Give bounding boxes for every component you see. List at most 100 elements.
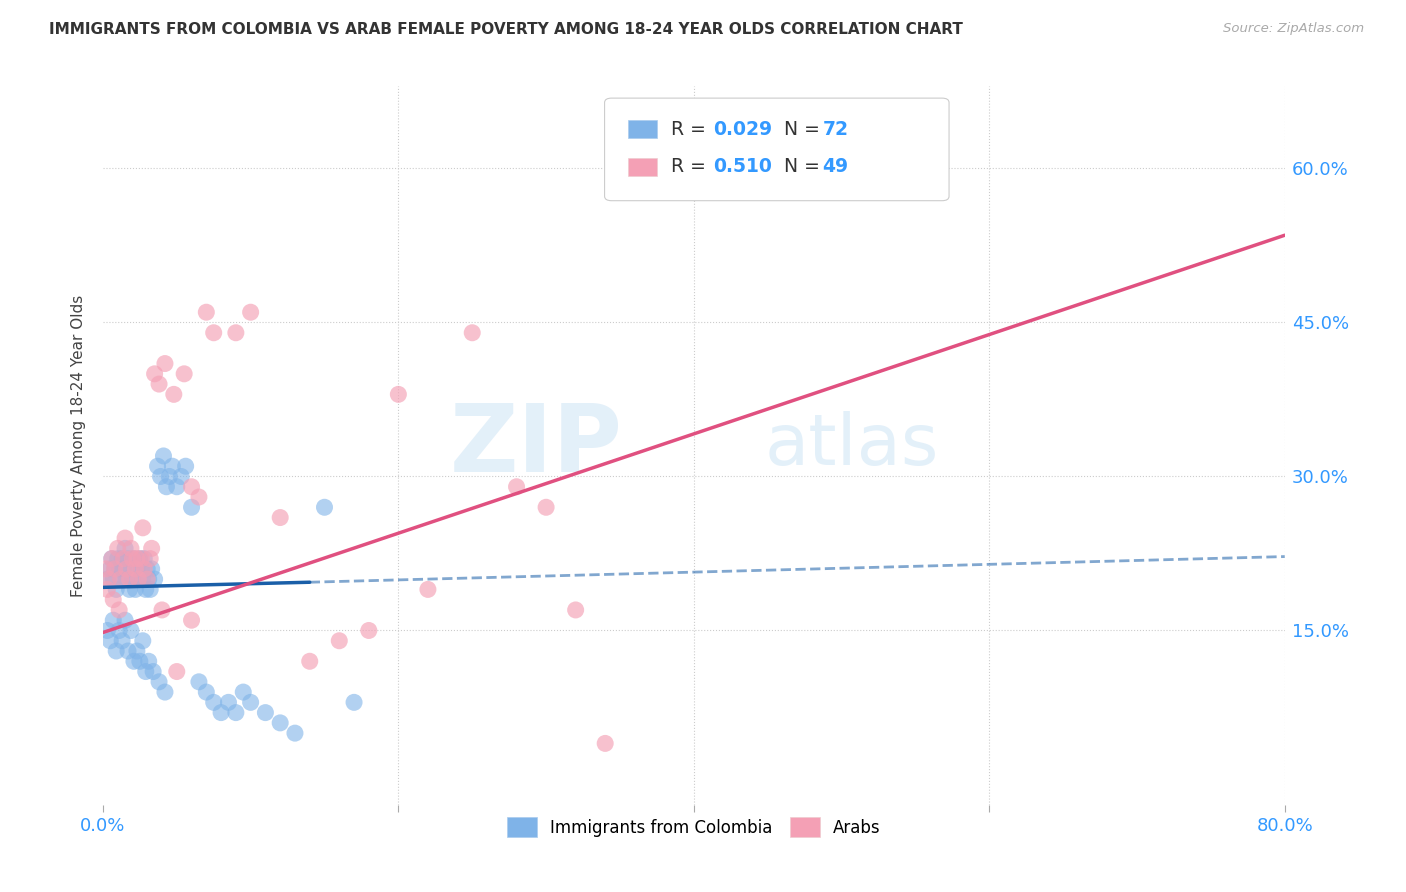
- Point: [121, 551, 143, 566]
- Point: [139, 551, 162, 566]
- Point: [153, 357, 176, 371]
- Point: [269, 510, 291, 524]
- Point: [107, 551, 129, 566]
- Point: [180, 500, 202, 515]
- Point: [120, 562, 142, 576]
- Point: [118, 572, 141, 586]
- Point: [157, 469, 180, 483]
- Point: [173, 367, 195, 381]
- Point: [195, 305, 218, 319]
- Point: [96, 582, 118, 597]
- Point: [150, 603, 173, 617]
- Point: [107, 541, 129, 556]
- Point: [131, 562, 153, 576]
- Point: [505, 480, 527, 494]
- Point: [416, 582, 439, 597]
- Point: [163, 387, 186, 401]
- Point: [314, 500, 336, 515]
- Point: [98, 562, 121, 576]
- Point: [138, 572, 160, 586]
- Point: [135, 665, 157, 679]
- Point: [187, 674, 209, 689]
- Point: [114, 531, 136, 545]
- Point: [103, 613, 125, 627]
- Point: [134, 562, 156, 576]
- Point: [127, 572, 149, 586]
- Text: 0.029: 0.029: [713, 120, 772, 139]
- Point: [117, 644, 139, 658]
- Point: [269, 715, 291, 730]
- Point: [131, 551, 153, 566]
- Point: [136, 572, 159, 586]
- Point: [343, 695, 366, 709]
- Point: [138, 654, 160, 668]
- Point: [143, 367, 166, 381]
- Point: [105, 582, 128, 597]
- Text: N =: N =: [772, 120, 825, 139]
- Point: [254, 706, 277, 720]
- Point: [112, 562, 135, 576]
- Point: [174, 459, 197, 474]
- Point: [136, 562, 159, 576]
- Point: [118, 582, 141, 597]
- Point: [162, 459, 184, 474]
- Text: Source: ZipAtlas.com: Source: ZipAtlas.com: [1223, 22, 1364, 36]
- Text: R =: R =: [671, 157, 711, 177]
- Text: atlas: atlas: [765, 411, 939, 480]
- Point: [117, 551, 139, 566]
- Point: [155, 480, 177, 494]
- Point: [110, 572, 132, 586]
- Point: [166, 665, 188, 679]
- Point: [148, 674, 170, 689]
- Point: [187, 490, 209, 504]
- Point: [225, 706, 247, 720]
- Point: [239, 695, 262, 709]
- Point: [97, 572, 120, 586]
- Point: [202, 695, 225, 709]
- Point: [100, 551, 122, 566]
- Point: [108, 562, 131, 576]
- Point: [120, 541, 142, 556]
- Point: [110, 572, 132, 586]
- Text: R =: R =: [671, 120, 711, 139]
- Point: [143, 572, 166, 586]
- Point: [104, 562, 127, 576]
- Point: [148, 377, 170, 392]
- Point: [387, 387, 409, 401]
- Point: [124, 562, 146, 576]
- Point: [132, 521, 155, 535]
- Point: [96, 624, 118, 638]
- Text: 49: 49: [823, 157, 849, 177]
- Point: [239, 305, 262, 319]
- Text: 72: 72: [823, 120, 848, 139]
- Point: [120, 624, 142, 638]
- Point: [132, 572, 155, 586]
- Point: [121, 572, 143, 586]
- Point: [108, 624, 131, 638]
- Point: [141, 562, 163, 576]
- Point: [152, 449, 174, 463]
- Point: [125, 551, 148, 566]
- Point: [128, 551, 150, 566]
- Point: [180, 480, 202, 494]
- Point: [135, 582, 157, 597]
- Point: [94, 562, 117, 576]
- Point: [357, 624, 380, 638]
- Point: [195, 685, 218, 699]
- Point: [153, 685, 176, 699]
- Point: [146, 459, 169, 474]
- Point: [98, 633, 121, 648]
- Point: [114, 613, 136, 627]
- Point: [128, 654, 150, 668]
- Point: [104, 562, 127, 576]
- Point: [142, 665, 165, 679]
- Point: [180, 613, 202, 627]
- Point: [328, 633, 350, 648]
- Point: [125, 562, 148, 576]
- Text: 0.510: 0.510: [713, 157, 772, 177]
- Point: [127, 572, 149, 586]
- Point: [134, 551, 156, 566]
- Point: [111, 551, 134, 566]
- Point: [108, 603, 131, 617]
- Point: [115, 562, 138, 576]
